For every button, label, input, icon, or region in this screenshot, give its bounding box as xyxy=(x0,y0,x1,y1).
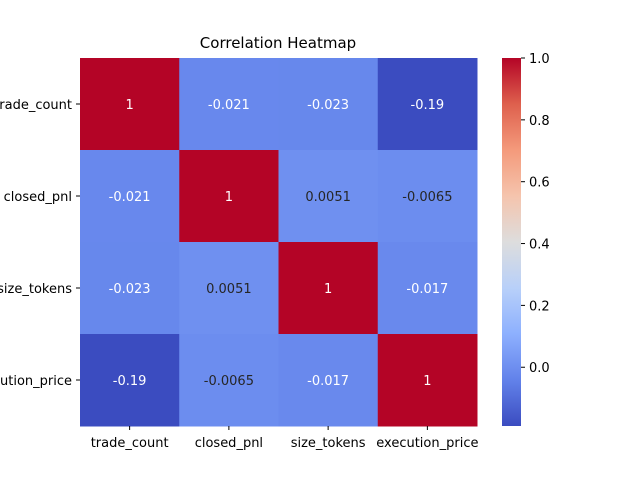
colorbar-tick-label: 1.0 xyxy=(529,52,550,67)
heatmap-cell xyxy=(377,242,478,335)
cell-value-label: -0.023 xyxy=(307,98,349,113)
heatmap-cell xyxy=(278,242,379,335)
x-tick-label: closed_pnl xyxy=(195,436,263,451)
heatmap-cell xyxy=(278,334,379,427)
heatmap-cell xyxy=(80,58,180,151)
y-tick-labels: trade_count closed_pnl size_tokens executio… xyxy=(0,98,80,389)
heatmap-cell xyxy=(377,150,478,243)
heatmap-cell xyxy=(377,58,478,151)
x-tick-label: trade_count xyxy=(91,436,169,451)
colorbar-tick-label: 0.8 xyxy=(529,114,550,129)
cell-value-label: 1 xyxy=(125,98,133,113)
heatmap-cell xyxy=(377,334,478,427)
cell-value-label: -0.023 xyxy=(109,282,151,297)
heatmap-cell xyxy=(179,58,279,151)
heatmap-cell xyxy=(179,150,279,243)
heatmap-cell xyxy=(80,334,180,427)
y-tick-label: execution_price xyxy=(0,374,72,389)
cell-value-label: -0.021 xyxy=(208,98,250,113)
x-tick-label: execution_price xyxy=(376,436,478,451)
heatmap-cell xyxy=(80,150,180,243)
cell-value-label: -0.19 xyxy=(411,98,445,113)
cell-value-label: -0.021 xyxy=(109,190,151,205)
cell-value-label: -0.0065 xyxy=(204,374,254,389)
heatmap-cell xyxy=(278,58,379,151)
cell-value-label: 0.0051 xyxy=(305,190,351,205)
heatmap-cell xyxy=(179,242,279,335)
colorbar-tick-label: 0.4 xyxy=(529,238,550,253)
x-tick-label: size_tokens xyxy=(291,436,366,451)
cell-value-label: -0.19 xyxy=(113,374,147,389)
heatmap-cell xyxy=(80,242,180,335)
cell-value-label: -0.017 xyxy=(406,282,448,297)
x-tick-labels: trade_count closed_pnl size_tokens executio… xyxy=(91,426,478,451)
heatmap-cell xyxy=(179,334,279,427)
y-tick-label: size_tokens xyxy=(0,282,72,297)
colorbar-tick-label: 0.2 xyxy=(529,299,550,314)
heatmap-cells: 1 -0.021 -0.023 -0.19 -0.021 1 0.0051 -0.0065 -0… xyxy=(80,58,478,427)
cell-value-label: 0.0051 xyxy=(206,282,252,297)
colorbar-tick-label: 0.6 xyxy=(529,176,550,191)
cell-value-label: -0.017 xyxy=(307,374,349,389)
y-tick-label: trade_count xyxy=(0,98,72,113)
cell-value-label: 1 xyxy=(423,374,431,389)
heatmap-cell xyxy=(278,150,379,243)
colorbar-gradient xyxy=(502,58,521,426)
cell-value-label: 1 xyxy=(324,282,332,297)
colorbar: 0.0 0.2 0.4 0.6 0.8 1.0 xyxy=(502,52,550,426)
cell-value-label: 1 xyxy=(225,190,233,205)
chart-title: Correlation Heatmap xyxy=(200,34,356,52)
y-tick-label: closed_pnl xyxy=(4,190,72,205)
cell-value-label: -0.0065 xyxy=(402,190,452,205)
colorbar-tick-label: 0.0 xyxy=(529,361,550,376)
